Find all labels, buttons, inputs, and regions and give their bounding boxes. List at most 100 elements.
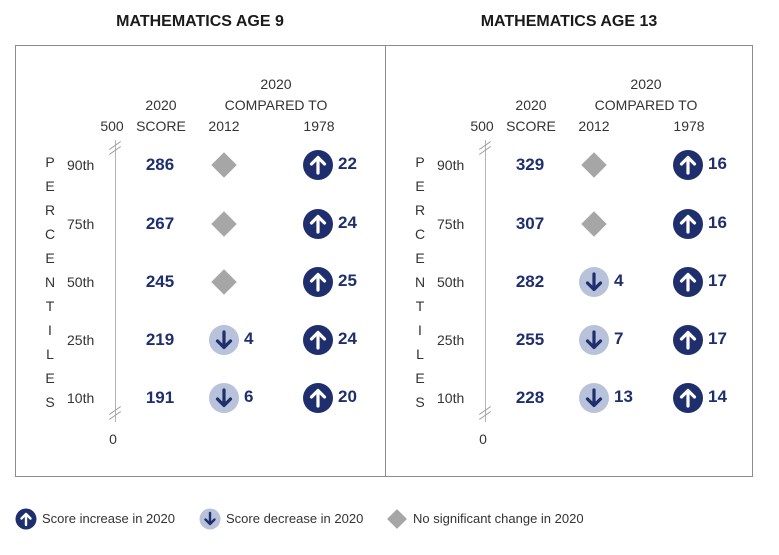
- legend-no-change: No significant change in 2020: [386, 508, 606, 530]
- diamond-icon: [387, 509, 407, 529]
- comparison-2012: [208, 266, 268, 298]
- arrow-down-circle-icon: [579, 383, 609, 413]
- vertical-label-letter: T: [415, 298, 425, 314]
- vertical-label-letter: R: [44, 202, 56, 218]
- arrow-up-circle-icon: [673, 209, 703, 239]
- vertical-label-letter: N: [414, 274, 426, 290]
- change-value: 17: [708, 329, 727, 348]
- axis-bottom-label: 0: [479, 431, 487, 447]
- change-value: 7: [614, 329, 624, 348]
- vertical-label-letter: R: [414, 202, 426, 218]
- comparison-2012: [208, 208, 268, 240]
- comparison-2012: 4: [208, 324, 268, 356]
- vertical-label-letter: E: [415, 250, 425, 266]
- vertical-label-letter: E: [45, 178, 55, 194]
- vertical-label-letter: E: [415, 370, 425, 386]
- comparison-1978: 24: [302, 208, 362, 240]
- vertical-label-letter: T: [45, 298, 55, 314]
- diamond-icon: [211, 152, 237, 178]
- arrow-up-circle-icon: [303, 150, 333, 180]
- change-value: 25: [338, 271, 357, 290]
- header-score: SCORE: [506, 118, 556, 134]
- comparison-2012: [578, 208, 638, 240]
- change-value: 16: [708, 213, 727, 232]
- comparison-1978: 17: [672, 266, 732, 298]
- legend-decrease: Score decrease in 2020: [199, 508, 379, 530]
- change-value: 6: [244, 387, 254, 406]
- comparison-2012: [208, 149, 268, 181]
- diamond-icon: [211, 269, 237, 295]
- arrow-down-circle-icon: [209, 325, 239, 355]
- percentile-label: 75th: [437, 216, 465, 232]
- percentile-label: 10th: [67, 390, 95, 406]
- header-year-b: 1978: [303, 118, 335, 134]
- comparison-1978: 20: [302, 382, 362, 414]
- comparison-1978: 16: [672, 208, 732, 240]
- score-value: 245: [145, 272, 175, 291]
- arrow-up-circle-icon: [303, 383, 333, 413]
- comparison-2012: 7: [578, 324, 638, 356]
- axis-top-label: 500: [100, 118, 124, 134]
- axis-line: [115, 140, 116, 422]
- change-value: 17: [708, 271, 727, 290]
- arrow-down-circle-icon: [579, 267, 609, 297]
- vertical-label-letter: I: [48, 322, 52, 338]
- change-value: 22: [338, 154, 357, 173]
- legend-decrease-label: Score decrease in 2020: [226, 511, 364, 526]
- axis-top-label: 500: [470, 118, 494, 134]
- percentile-label: 10th: [437, 390, 465, 406]
- change-value: 4: [244, 329, 254, 348]
- arrow-up-circle-icon: [673, 267, 703, 297]
- percentile-label: 90th: [67, 157, 95, 173]
- vertical-label-letter: E: [45, 370, 55, 386]
- axis-line: [485, 140, 486, 422]
- arrow-up-circle-icon: [15, 508, 37, 530]
- score-value: 286: [145, 155, 175, 174]
- score-value: 282: [515, 272, 545, 291]
- comparison-1978: 22: [302, 149, 362, 181]
- header-compared-to: COMPARED TO: [594, 97, 698, 113]
- comparison-2012: [578, 149, 638, 181]
- comparison-1978: 14: [672, 382, 732, 414]
- comparison-1978: 17: [672, 324, 732, 356]
- vertical-label-letter: N: [44, 274, 56, 290]
- comparison-2012: 13: [578, 382, 638, 414]
- header-score-year: 2020: [515, 97, 547, 113]
- change-value: 20: [338, 387, 357, 406]
- arrow-up-circle-icon: [673, 325, 703, 355]
- header-2020-top: 2020: [630, 76, 662, 92]
- arrow-down-circle-icon: [579, 325, 609, 355]
- score-value: 228: [515, 388, 545, 407]
- vertical-label-letter: S: [45, 394, 55, 410]
- arrow-up-circle-icon: [303, 325, 333, 355]
- header-year-a: 2012: [208, 118, 240, 134]
- diamond-icon: [211, 211, 237, 237]
- header-score-year: 2020: [145, 97, 177, 113]
- header-year-b: 1978: [673, 118, 705, 134]
- percentile-label: 90th: [437, 157, 465, 173]
- score-value: 255: [515, 330, 545, 349]
- arrow-down-circle-icon: [209, 383, 239, 413]
- vertical-label-letter: C: [44, 226, 56, 242]
- comparison-1978: 16: [672, 149, 732, 181]
- score-value: 219: [145, 330, 175, 349]
- change-value: 24: [338, 329, 357, 348]
- vertical-label-letter: I: [418, 322, 422, 338]
- percentile-label: 25th: [67, 332, 95, 348]
- legend-no-change-label: No significant change in 2020: [413, 511, 584, 526]
- chart-title-age9: MATHEMATICS AGE 9: [116, 13, 284, 30]
- change-value: 24: [338, 213, 357, 232]
- change-value: 16: [708, 154, 727, 173]
- vertical-label-letter: L: [46, 346, 54, 362]
- score-value: 329: [515, 155, 545, 174]
- arrow-down-circle-icon: [199, 508, 221, 530]
- arrow-up-circle-icon: [673, 150, 703, 180]
- chart-title-age13: MATHEMATICS AGE 13: [480, 13, 658, 30]
- comparison-2012: 6: [208, 382, 268, 414]
- change-value: 4: [614, 271, 624, 290]
- comparison-2012: 4: [578, 266, 638, 298]
- vertical-label-letter: S: [415, 394, 425, 410]
- vertical-label-letter: C: [414, 226, 426, 242]
- header-score: SCORE: [136, 118, 186, 134]
- change-value: 13: [614, 387, 633, 406]
